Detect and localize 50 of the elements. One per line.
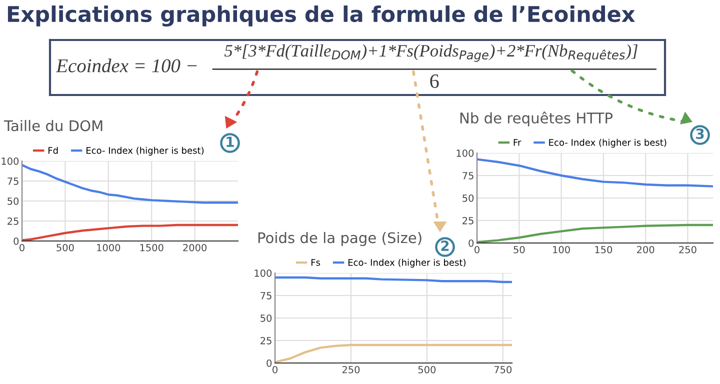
y-tick-label: 50 xyxy=(8,197,19,205)
line-series xyxy=(22,164,238,204)
x-tick-label: 750 xyxy=(494,366,512,374)
legend-label: Eco- Index (higher is best) xyxy=(86,146,204,156)
x-tick-label: 500 xyxy=(418,366,436,374)
x-tick-label: 200 xyxy=(637,246,654,254)
y-tick-label: 100 xyxy=(456,149,474,157)
x-tick-label: 250 xyxy=(679,246,696,254)
y-tick-label: 25 xyxy=(462,216,474,224)
chart-title: Poids de la page (Size) xyxy=(258,232,422,246)
y-tick-label: 25 xyxy=(8,217,18,225)
x-tick-label: 0 xyxy=(474,246,480,254)
legend-label: Fd xyxy=(48,146,58,154)
y-tick-label: 75 xyxy=(260,292,272,300)
chart-title: Taille du DOM xyxy=(4,120,102,132)
x-tick-label: 0 xyxy=(20,244,24,252)
text: 1 xyxy=(226,136,234,147)
chart-title: Nb de requêtes HTTP xyxy=(460,112,613,126)
y-tick-label: 75 xyxy=(462,172,474,180)
x-tick-label: 500 xyxy=(56,244,74,252)
x-tick-label: 50 xyxy=(514,246,525,254)
y-tick-label: 50 xyxy=(260,314,272,322)
legend-label: Fs xyxy=(311,259,320,266)
y-tick-label: 75 xyxy=(8,178,18,185)
y-tick-label: 50 xyxy=(462,194,474,202)
line-series xyxy=(275,344,512,363)
text: Explications graphiques de la formule de l’Ecoindex xyxy=(8,6,635,26)
text: 6 xyxy=(430,74,439,88)
y-tick-label: 100 xyxy=(2,157,19,165)
line-series xyxy=(477,158,713,188)
x-tick-label: 100 xyxy=(553,246,570,254)
y-tick-label: 100 xyxy=(254,269,272,277)
line-series xyxy=(477,224,713,243)
legend-label: Eco- Index (higher is best) xyxy=(549,138,666,148)
y-tick-label: 0 xyxy=(266,359,272,367)
x-tick-label: 150 xyxy=(595,246,612,254)
text: Ecoindex = 100 − xyxy=(56,58,197,72)
legend-label: Eco- Index (higher is best) xyxy=(348,258,466,268)
x-tick-label: 1000 xyxy=(97,244,120,252)
text: 2 xyxy=(441,240,449,251)
text: 5*[3*Fd(Taille$_{DOM}$)+1*Fs(Poids$_{Page}$)+2*Fr(Nb$_{Requêtes}$)] xyxy=(224,44,638,62)
x-tick-label: 2000 xyxy=(183,244,207,252)
y-tick-label: 25 xyxy=(260,336,272,344)
text: 3 xyxy=(696,128,704,140)
x-tick-label: 0 xyxy=(272,366,278,374)
line-series xyxy=(22,224,238,241)
y-tick-label: 0 xyxy=(14,237,19,245)
legend-label: Fr xyxy=(514,139,522,146)
x-tick-label: 250 xyxy=(342,366,360,374)
x-tick-label: 1500 xyxy=(140,244,164,252)
